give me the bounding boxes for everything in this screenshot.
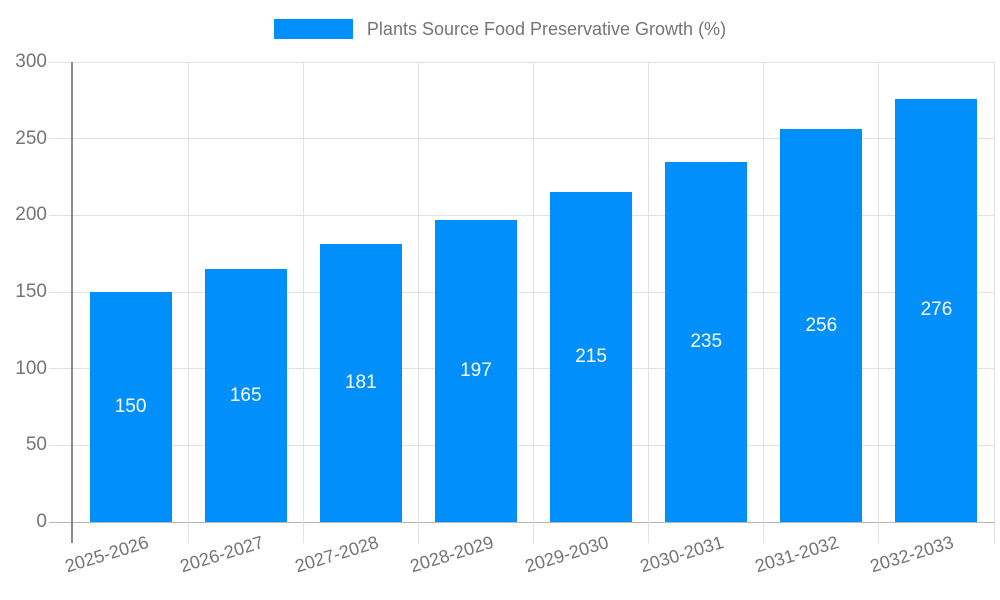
y-gridline	[49, 368, 994, 370]
y-axis-tick-label: 250	[15, 127, 47, 149]
legend-label: Plants Source Food Preservative Growth (…	[366, 19, 727, 39]
y-axis-tick-label: 300	[15, 51, 47, 72]
y-gridline	[49, 444, 994, 446]
y-axis-tick-label: 50	[25, 434, 47, 456]
bar[interactable]: 235	[665, 161, 748, 522]
y-gridline	[49, 138, 994, 140]
chart-legend[interactable]: Plants Source Food Preservative Growth (…	[0, 18, 1000, 40]
bar[interactable]: 181	[319, 244, 402, 522]
bar-value-label: 276	[920, 299, 953, 321]
x-gridline	[763, 62, 765, 543]
bar[interactable]: 256	[780, 129, 863, 522]
x-gridline	[993, 62, 995, 543]
bar-value-label: 215	[575, 346, 607, 368]
y-axis-tick-label: 0	[36, 511, 47, 532]
y-gridline	[49, 291, 994, 293]
x-gridline	[187, 62, 189, 543]
bar[interactable]: 150	[89, 292, 172, 522]
y-gridline	[49, 521, 994, 523]
legend-swatch	[273, 19, 353, 39]
y-axis-tick-label: 200	[15, 204, 47, 226]
y-axis-tick-label: 150	[15, 281, 47, 302]
y-gridline	[49, 61, 994, 63]
y-axis-tick-label: 100	[15, 357, 47, 379]
bar[interactable]: 215	[550, 192, 633, 522]
x-gridline	[533, 62, 534, 543]
y-gridline	[49, 214, 994, 216]
x-gridline	[302, 62, 304, 543]
bar-value-label: 235	[690, 330, 723, 352]
bar[interactable]: 197	[434, 219, 517, 522]
bar[interactable]: 276	[895, 98, 978, 522]
bar[interactable]: 165	[204, 269, 287, 522]
bar-value-label: 150	[114, 396, 147, 417]
bar-value-label: 181	[344, 372, 377, 394]
x-gridline	[417, 62, 419, 543]
bar-value-label: 165	[229, 384, 262, 406]
y-axis-line	[71, 62, 73, 543]
bar-value-label: 197	[460, 359, 492, 381]
bar-value-label: 256	[805, 314, 838, 336]
x-gridline	[878, 62, 880, 543]
x-gridline	[648, 62, 650, 543]
